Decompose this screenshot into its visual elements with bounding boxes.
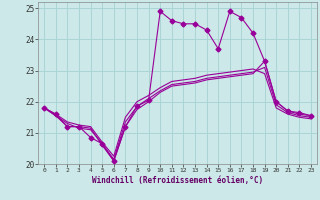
X-axis label: Windchill (Refroidissement éolien,°C): Windchill (Refroidissement éolien,°C) xyxy=(92,176,263,185)
